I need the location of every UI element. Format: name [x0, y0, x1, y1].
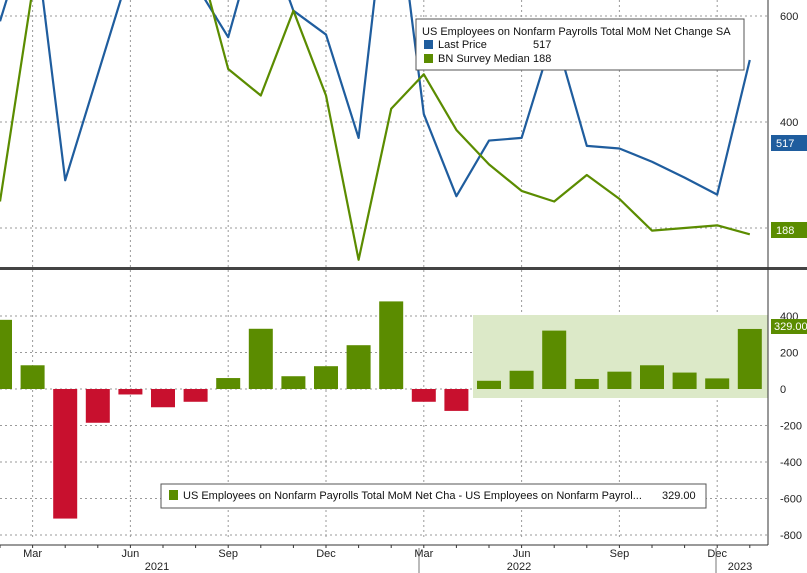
bar-2022-03 — [411, 389, 436, 402]
tag-difference-text: 329.00 — [774, 321, 807, 333]
bar-2022-02 — [379, 301, 404, 389]
x-month-tick-7: Dec — [707, 548, 727, 560]
x-month-tick-6: Sep — [610, 548, 630, 560]
bar-2021-06 — [118, 389, 143, 395]
line-series-last-price — [0, 0, 751, 198]
top-legend-title: US Employees on Nonfarm Payrolls Total M… — [422, 26, 731, 38]
bottom-legend-value: 329.00 — [662, 490, 696, 502]
top-legend: US Employees on Nonfarm Payrolls Total M… — [415, 18, 745, 71]
bar-2022-01 — [346, 345, 371, 389]
bar-2021-11 — [281, 376, 306, 389]
legend-swatch-last-price — [424, 40, 433, 49]
x-year-label-2: 2023 — [728, 561, 752, 573]
bar-2023-01 — [737, 328, 762, 389]
x-month-tick-3: Dec — [316, 548, 336, 560]
top-y-tick-400: 400 — [780, 117, 798, 129]
bar-2021-10 — [248, 328, 273, 389]
bottom-y-tick--800: -800 — [780, 530, 802, 542]
tag-difference: 329.00 — [771, 319, 807, 334]
bar-layer — [0, 301, 762, 519]
x-month-tick-4: Mar — [414, 548, 433, 560]
top-y-tick-600: 600 — [780, 11, 798, 23]
bar-2021-03 — [20, 365, 45, 389]
bar-2022-07 — [542, 330, 567, 389]
legend-value-bn-survey-median: 188 — [533, 53, 551, 65]
bar-2021-05 — [85, 389, 110, 423]
bottom-legend-swatch — [169, 490, 178, 500]
bottom-y-tick-0: 0 — [780, 384, 786, 396]
x-year-label-0: 2021 — [145, 561, 169, 573]
bottom-legend-box — [160, 483, 707, 509]
bar-2022-10 — [640, 365, 664, 389]
line-series-bn-survey-median — [0, 0, 751, 261]
bar-2021-02 — [0, 319, 12, 389]
tag-last-price: 517 — [771, 135, 807, 151]
legend-swatch-bn-survey-median — [424, 54, 433, 63]
tag-bn-survey-median-text: 188 — [776, 225, 794, 237]
bar-2021-08 — [183, 389, 208, 402]
x-year-label-1: 2022 — [507, 561, 531, 573]
bar-2022-06 — [509, 370, 534, 389]
bottom-y-tick-200: 200 — [780, 348, 798, 360]
tag-difference-box — [771, 319, 807, 334]
bottom-y-tick--200: -200 — [780, 421, 802, 433]
bar-2022-05 — [477, 380, 501, 389]
bar-2021-12 — [314, 366, 338, 389]
bar-2022-04 — [444, 389, 469, 411]
bar-2022-11 — [672, 372, 697, 389]
legend-label-bn-survey-median: BN Survey Median — [438, 53, 530, 65]
top-legend-box — [415, 18, 745, 71]
x-month-tick-0: Mar — [23, 548, 42, 560]
bar-2021-04 — [53, 389, 78, 519]
tag-last-price-text: 517 — [776, 138, 794, 150]
bottom-legend-label: US Employees on Nonfarm Payrolls Total M… — [183, 490, 642, 502]
bar-2021-07 — [151, 389, 175, 408]
bar-2022-08 — [574, 378, 599, 389]
tag-bn-survey-median: 188 — [771, 222, 807, 238]
legend-label-last-price: Last Price — [438, 39, 487, 51]
x-month-tick-2: Sep — [218, 548, 238, 560]
panel-separator — [0, 267, 807, 270]
tag-bn-survey-median-box — [771, 222, 807, 238]
legend-value-last-price: 517 — [533, 39, 551, 51]
line-layer — [0, 0, 751, 261]
bottom-y-tick--400: -400 — [780, 457, 802, 469]
x-month-tick-1: Jun — [122, 548, 140, 560]
bottom-y-tick--600: -600 — [780, 494, 802, 506]
x-month-tick-5: Jun — [513, 548, 531, 560]
bar-2021-09 — [216, 378, 241, 389]
bottom-legend: US Employees on Nonfarm Payrolls Total M… — [160, 483, 707, 509]
tag-last-price-box — [771, 135, 807, 151]
bar-2022-12 — [705, 378, 730, 389]
bar-2022-09 — [607, 371, 632, 389]
